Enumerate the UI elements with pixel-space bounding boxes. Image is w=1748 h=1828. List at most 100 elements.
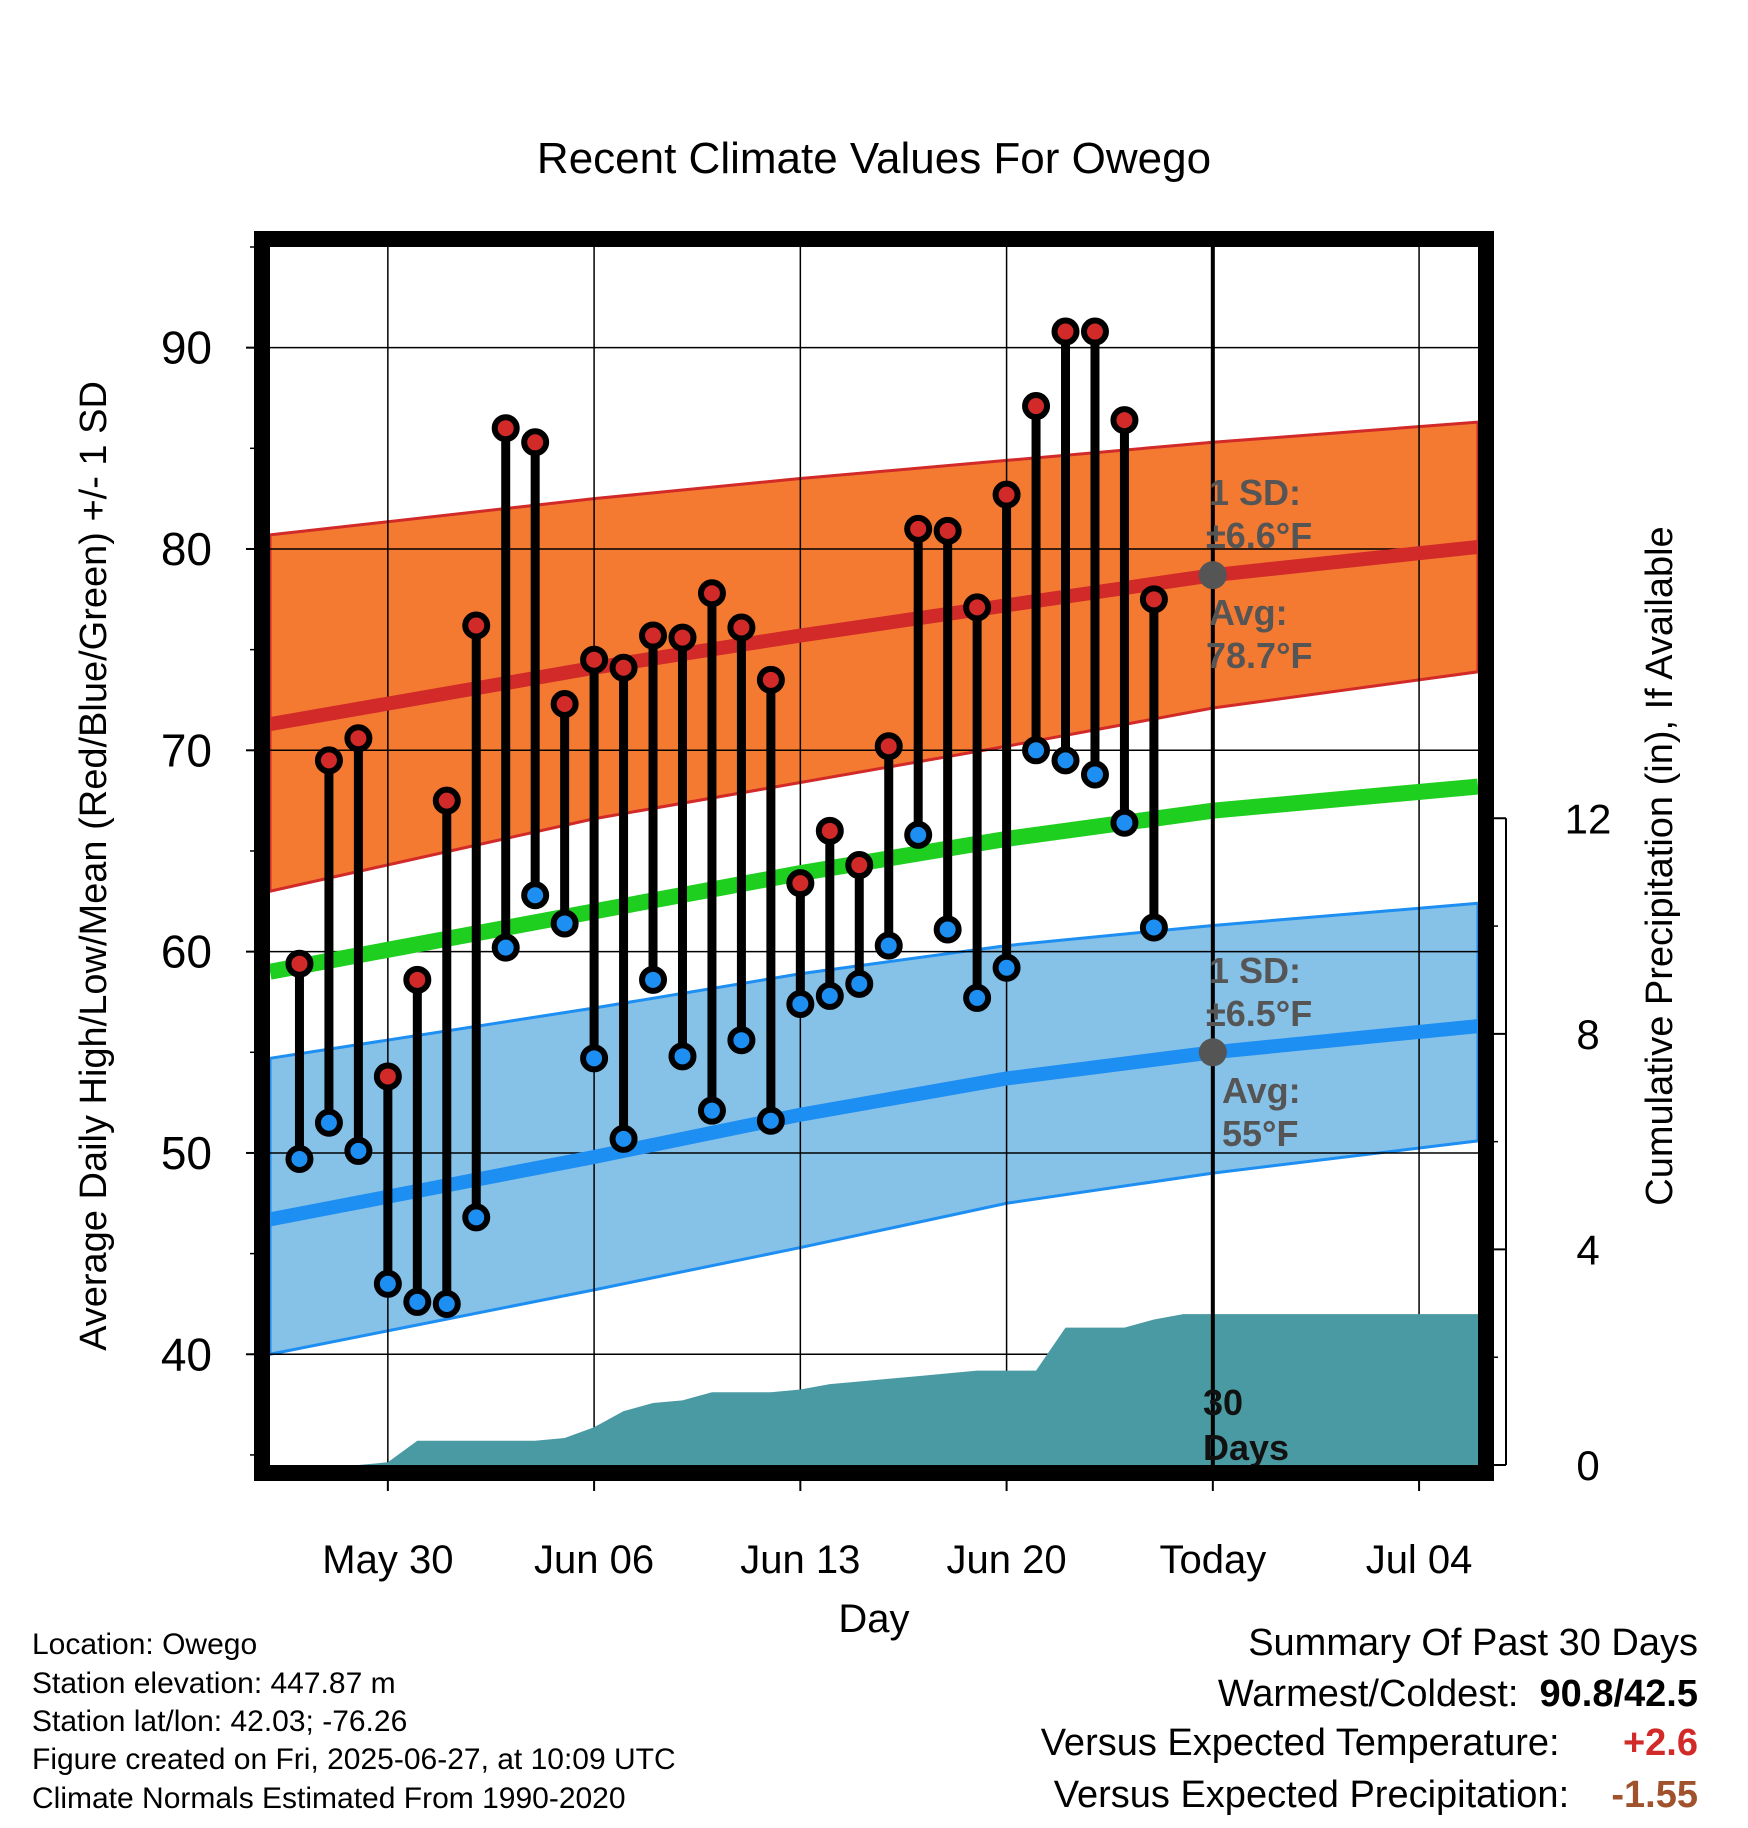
daily-high-point xyxy=(1110,406,1139,435)
daily-high-point xyxy=(373,1062,402,1091)
daily-low-point xyxy=(815,981,844,1010)
days-label-word: Days xyxy=(1203,1427,1289,1468)
daily-low-point xyxy=(1080,760,1109,789)
daily-low-point xyxy=(1139,913,1168,942)
x-tick-label: Jun 13 xyxy=(740,1538,860,1582)
daily-low-point xyxy=(756,1106,785,1135)
daily-low-point xyxy=(491,933,520,962)
y-left-tick-label: 60 xyxy=(161,926,212,978)
daily-low-point xyxy=(521,881,550,910)
daily-low-point xyxy=(432,1289,461,1318)
y-right-tick-label: 8 xyxy=(1576,1011,1599,1058)
summary-temp-label: Versus Expected Temperature: xyxy=(1040,1722,1560,1764)
normal-mean-line xyxy=(268,778,1479,980)
today-low-avg-dot xyxy=(1198,1038,1227,1067)
daily-low-point xyxy=(933,915,962,944)
plot-frame xyxy=(254,231,1494,1481)
daily-high-point xyxy=(786,869,815,898)
x-tick-label: Jul 04 xyxy=(1366,1538,1473,1582)
normal-lines xyxy=(268,540,1479,1227)
normal-low-line xyxy=(268,1019,1479,1227)
daily-low-point xyxy=(1022,736,1051,765)
low-avg-value: 55°F xyxy=(1222,1113,1298,1154)
summary-warmest-label: Warmest/Coldest: xyxy=(1217,1673,1519,1715)
y-right-tick-label: 4 xyxy=(1576,1226,1599,1273)
daily-low-point xyxy=(786,989,815,1018)
daily-low-point xyxy=(314,1108,343,1137)
daily-high-point xyxy=(1051,317,1080,346)
daily-high-point xyxy=(432,786,461,815)
daily-high-point xyxy=(1080,317,1109,346)
x-tick-label: Today xyxy=(1159,1538,1266,1582)
y-axis-right-label: Cumulative Precipitation (in), If Availa… xyxy=(1639,526,1681,1205)
daily-low-point xyxy=(904,820,933,849)
summary-temperature: Versus Expected Temperature: +2.6 xyxy=(1041,1722,1698,1765)
x-tick-label: May 30 xyxy=(322,1538,453,1582)
daily-high-point xyxy=(462,611,491,640)
daily-high-point xyxy=(963,593,992,622)
daily-high-point xyxy=(285,949,314,978)
daily-low-point xyxy=(963,983,992,1012)
x-axis-label: Day xyxy=(838,1597,909,1641)
precip-area xyxy=(270,1314,1478,1465)
daily-high-point xyxy=(550,690,579,719)
daily-high-point xyxy=(609,653,638,682)
chart-title: Recent Climate Values For Owego xyxy=(537,134,1211,183)
normal-high-line xyxy=(268,540,1479,732)
daily-low-point xyxy=(668,1042,697,1071)
y-right-tick-label: 0 xyxy=(1576,1442,1599,1489)
summary-title: Summary Of Past 30 Days xyxy=(1248,1622,1698,1664)
daily-high-point xyxy=(1139,585,1168,614)
y-left-tick-label: 80 xyxy=(161,523,212,575)
daily-low-point xyxy=(697,1096,726,1125)
daily-low-point xyxy=(609,1124,638,1153)
plot-border xyxy=(254,231,1494,1481)
daily-low-point xyxy=(580,1044,609,1073)
daily-high-point xyxy=(580,645,609,674)
daily-high-point xyxy=(639,621,668,650)
daily-high-point xyxy=(668,623,697,652)
precipitation-area xyxy=(270,1314,1478,1465)
today-high-avg-dot xyxy=(1198,561,1227,590)
daily-low-point xyxy=(1110,808,1139,837)
days-label-number: 30 xyxy=(1203,1382,1243,1423)
daily-high-point xyxy=(314,746,343,775)
summary-precip-label: Versus Expected Precipitation: xyxy=(1053,1774,1570,1816)
y-left-tick-label: 70 xyxy=(161,724,212,776)
y-left-tick-label: 50 xyxy=(161,1127,212,1179)
summary-warmest-value: 90.8/42.5 xyxy=(1539,1673,1698,1715)
low-avg-label: Avg: xyxy=(1222,1070,1301,1111)
daily-high-point xyxy=(727,613,756,642)
daily-low-point xyxy=(1051,746,1080,775)
daily-high-point xyxy=(933,516,962,545)
info-normals: Climate Normals Estimated From 1990-2020 xyxy=(32,1782,626,1815)
daily-high-point xyxy=(344,724,373,753)
high-avg-label: Avg: xyxy=(1209,592,1288,633)
daily-high-point xyxy=(491,414,520,443)
daily-low-point xyxy=(373,1269,402,1298)
high-avg-value: 78.7°F xyxy=(1206,635,1312,676)
info-created: Figure created on Fri, 2025-06-27, at 10… xyxy=(32,1743,676,1776)
x-tick-label: Jun 20 xyxy=(947,1538,1067,1582)
summary-precip-value: -1.55 xyxy=(1611,1774,1698,1816)
info-elevation: Station elevation: 447.87 m xyxy=(32,1667,396,1700)
daily-temperature-bars xyxy=(285,317,1168,1318)
daily-low-point xyxy=(727,1026,756,1055)
daily-high-point xyxy=(845,851,874,880)
daily-high-point xyxy=(521,428,550,457)
y-right-tick-label: 12 xyxy=(1565,795,1612,842)
daily-high-point xyxy=(815,816,844,845)
high-sd-value: ±6.6°F xyxy=(1206,515,1312,556)
daily-high-point xyxy=(904,514,933,543)
daily-high-point xyxy=(1022,392,1051,421)
daily-high-point xyxy=(697,579,726,608)
low-sd-value: ±6.5°F xyxy=(1206,993,1312,1034)
y-left-tick-label: 40 xyxy=(161,1328,212,1380)
daily-low-point xyxy=(403,1287,432,1316)
daily-high-point xyxy=(992,480,1021,509)
daily-low-point xyxy=(639,965,668,994)
daily-high-point xyxy=(874,732,903,761)
